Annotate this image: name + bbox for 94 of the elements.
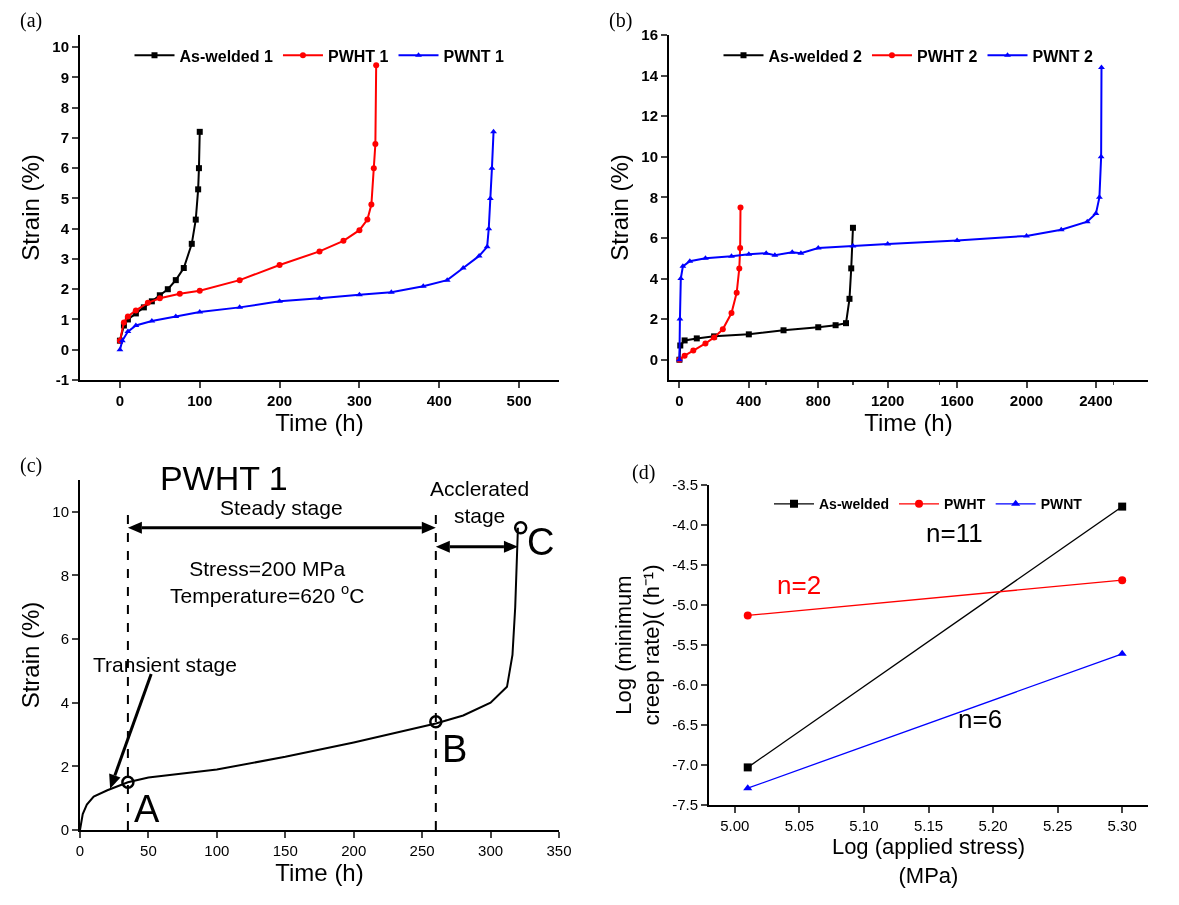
x-tick-label: 100: [204, 842, 230, 859]
y-axis-title: Log (minimum creep rate)( (h⁻¹): [610, 564, 665, 726]
text: (b): [609, 9, 633, 32]
legend-label: PWHT 2: [916, 47, 978, 65]
y-axis-title: Strain (%): [16, 154, 44, 261]
x-tick-label: 300: [478, 842, 504, 859]
y-tick-label: -7.5: [672, 796, 698, 814]
x-axis-title: Time (h): [864, 409, 953, 436]
y-tick-label: 9: [60, 68, 69, 86]
annotation: A: [134, 788, 160, 830]
x-tick-label: 5.15: [913, 817, 944, 834]
x-tick-label: 400: [736, 392, 762, 409]
y-tick-label: 10: [52, 503, 69, 521]
y-tick-label: 14: [641, 66, 659, 84]
annotation: n=2: [777, 570, 822, 600]
y-tick-label: 8: [649, 188, 658, 206]
y-tick-label: -7.0: [672, 756, 698, 774]
x-tick-label: 500: [506, 392, 532, 409]
y-tick-label: 7: [60, 129, 69, 147]
annotation: Stress=200 MPa Temperature=620 $^{o}$C: [170, 557, 365, 608]
y-tick-label: -3.5: [672, 476, 698, 494]
x-tick-label: 5.25: [1043, 817, 1073, 834]
x-tick-label: 200: [341, 842, 367, 859]
legend-label: As-welded 1: [179, 47, 273, 65]
y-tick-label: 10: [52, 38, 69, 56]
y-tick-label: 16: [641, 26, 658, 44]
x-tick-label: 800: [805, 392, 831, 409]
y-tick-label: 10: [641, 148, 658, 166]
x-tick-label: 5.05: [784, 817, 814, 834]
x-tick-label: 50: [140, 842, 157, 859]
y-tick-label: 8: [60, 566, 69, 584]
x-tick-label: 350: [546, 842, 572, 859]
y-tick-label: 0: [649, 350, 658, 368]
y-tick-label: 6: [60, 159, 69, 177]
legend-label: PWHT: [944, 496, 986, 513]
annotation: B: [442, 728, 468, 770]
text: (c): [20, 454, 43, 477]
y-tick-label: 2: [649, 310, 658, 328]
text: (a): [20, 9, 43, 32]
legend-label: As-welded: [819, 496, 890, 513]
legend-label: PWHT 1: [327, 47, 389, 65]
x-tick-label: 5.10: [849, 817, 879, 834]
y-tick-label: -5.5: [672, 636, 698, 654]
x-tick-label: 1600: [940, 392, 974, 409]
y-tick-label: 3: [60, 250, 69, 268]
legend-label: PWNT: [1040, 496, 1083, 513]
legend-label: As-welded 2: [768, 47, 862, 65]
y-tick-label: 6: [60, 630, 69, 648]
x-tick-label: 5.20: [978, 817, 1008, 834]
x-tick-label: 200: [267, 392, 293, 409]
y-tick-label: -5.0: [672, 596, 698, 614]
y-tick-label: 6: [649, 229, 658, 247]
text: (d): [632, 461, 656, 484]
x-tick-label: 100: [187, 392, 213, 409]
x-tick-label: 5.30: [1107, 817, 1137, 834]
legend-label: PWNT 2: [1032, 47, 1094, 65]
annotation: n=6: [958, 704, 1003, 734]
x-tick-label: 400: [426, 392, 452, 409]
x-tick-label: 0: [75, 842, 85, 859]
y-axis-title: Strain (%): [16, 601, 44, 709]
annotation: Steady stage: [220, 496, 343, 519]
x-axis-title: Time (h): [275, 859, 364, 886]
x-tick-label: 250: [409, 842, 435, 859]
y-tick-label: -4.0: [672, 516, 698, 534]
x-tick-label: 0: [115, 392, 125, 409]
x-tick-label: 1200: [870, 392, 905, 409]
y-tick-label: -6.5: [672, 716, 698, 734]
x-tick-label: 2400: [1079, 392, 1113, 409]
x-axis-title: Time (h): [275, 409, 364, 436]
y-tick-label: -6.0: [672, 676, 698, 694]
y-tick-label: 5: [60, 189, 69, 207]
y-tick-label: 4: [60, 693, 69, 711]
annotation: Transient stage: [93, 653, 237, 676]
x-tick-label: 2000: [1009, 392, 1044, 409]
y-tick-label: 2: [60, 757, 69, 775]
annotation: Acclerated stage: [430, 477, 530, 528]
x-tick-label: 150: [272, 842, 298, 859]
y-axis-title: Strain (%): [605, 154, 633, 261]
annotation: n=11: [926, 518, 983, 548]
annotation: C: [527, 521, 555, 563]
y-tick-label: 2: [60, 280, 69, 298]
x-tick-label: 300: [346, 392, 372, 409]
y-tick-label: -4.5: [672, 556, 698, 574]
x-tick-label: 5.00: [720, 817, 750, 834]
chart-title: PWHT 1: [159, 458, 288, 497]
y-tick-label: -1: [55, 371, 69, 389]
y-tick-label: 4: [60, 219, 70, 237]
legend-label: PWNT 1: [443, 47, 505, 65]
y-tick-label: 12: [641, 107, 658, 125]
y-tick-label: 1: [60, 310, 69, 328]
y-tick-label: 8: [60, 98, 69, 116]
x-axis-title: Log (applied stress) (MPa): [831, 834, 1026, 888]
y-tick-label: 0: [60, 340, 69, 358]
y-tick-label: 4: [649, 269, 659, 287]
